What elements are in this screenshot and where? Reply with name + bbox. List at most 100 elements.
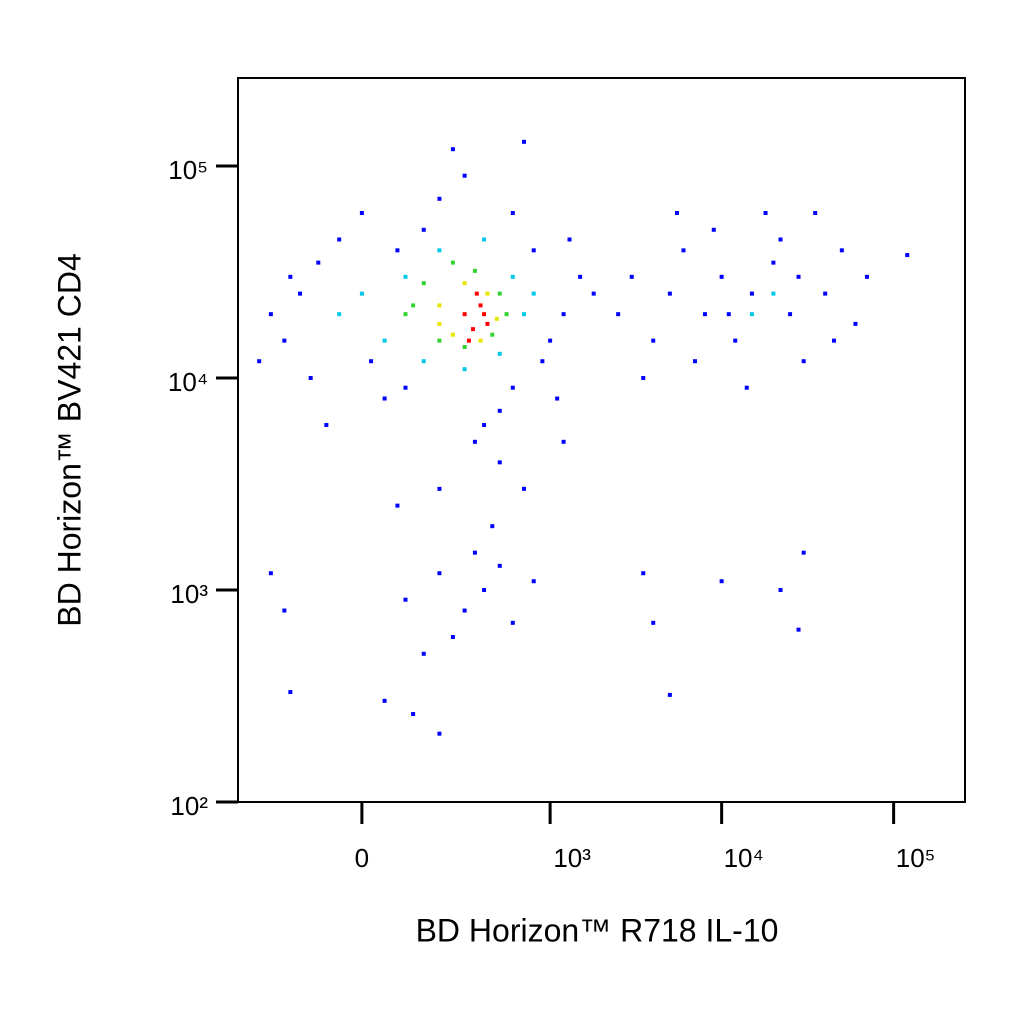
point	[778, 587, 783, 592]
x-tick-label: 10⁴	[724, 843, 764, 873]
point	[268, 312, 273, 317]
point	[395, 503, 400, 508]
point	[437, 248, 442, 253]
point	[651, 338, 656, 343]
point	[771, 260, 776, 265]
point	[778, 237, 783, 242]
point	[521, 486, 526, 491]
point	[472, 550, 477, 555]
point	[316, 260, 321, 265]
point	[531, 291, 536, 296]
point	[796, 274, 801, 279]
point	[462, 173, 467, 178]
point	[437, 731, 442, 736]
point	[719, 274, 724, 279]
point	[478, 338, 483, 343]
y-tick-label: 10³	[170, 579, 208, 609]
point	[337, 237, 342, 242]
point	[437, 571, 442, 576]
point	[651, 620, 656, 625]
point	[521, 312, 526, 317]
point	[395, 248, 400, 253]
point	[771, 291, 776, 296]
point	[853, 321, 858, 326]
point	[482, 312, 487, 317]
point	[702, 312, 707, 317]
x-tick-label: 0	[355, 843, 369, 873]
point	[485, 321, 490, 326]
point	[692, 359, 697, 364]
point	[421, 651, 426, 656]
y-tick-label: 10²	[170, 791, 208, 821]
point	[308, 375, 313, 380]
point	[749, 291, 754, 296]
point	[521, 139, 526, 144]
point	[482, 237, 487, 242]
point	[478, 303, 483, 308]
point	[510, 211, 515, 216]
point	[801, 359, 806, 364]
point	[531, 579, 536, 584]
point	[382, 338, 387, 343]
point	[540, 359, 545, 364]
point	[494, 316, 499, 321]
point	[555, 396, 560, 401]
point	[763, 211, 768, 216]
point	[749, 312, 754, 317]
point	[504, 312, 509, 317]
point	[421, 281, 426, 286]
point	[561, 439, 566, 444]
point	[472, 268, 477, 273]
point	[411, 712, 416, 717]
point	[864, 274, 869, 279]
point	[474, 291, 479, 296]
point	[282, 338, 287, 343]
point	[359, 291, 364, 296]
point	[561, 312, 566, 317]
point	[667, 692, 672, 697]
point	[823, 291, 828, 296]
point	[466, 338, 471, 343]
point	[282, 608, 287, 613]
point	[667, 291, 672, 296]
point	[462, 345, 467, 350]
point	[482, 587, 487, 592]
point	[437, 303, 442, 308]
point	[726, 312, 731, 317]
point	[497, 408, 502, 413]
point	[369, 359, 374, 364]
point	[359, 211, 364, 216]
point	[403, 312, 408, 317]
point	[591, 291, 596, 296]
point	[510, 385, 515, 390]
point	[485, 291, 490, 296]
point	[681, 248, 686, 253]
point	[437, 196, 442, 201]
y-tick-label: 10⁵	[168, 155, 208, 185]
point	[497, 291, 502, 296]
point	[548, 338, 553, 343]
point	[421, 227, 426, 232]
x-tick-label: 10⁵	[896, 843, 936, 873]
point	[403, 385, 408, 390]
point	[462, 608, 467, 613]
point	[531, 248, 536, 253]
point	[268, 571, 273, 576]
point	[497, 351, 502, 356]
point	[578, 274, 583, 279]
point	[641, 571, 646, 576]
point	[490, 332, 495, 337]
point	[324, 423, 329, 428]
point	[421, 359, 426, 364]
point	[288, 690, 293, 695]
y-axis-label: BD Horizon™ BV421 CD4	[51, 253, 87, 626]
point	[462, 312, 467, 317]
point	[733, 338, 738, 343]
point	[437, 338, 442, 343]
point	[796, 627, 801, 632]
y-tick-label: 10⁴	[168, 367, 208, 397]
point	[629, 274, 634, 279]
point	[403, 274, 408, 279]
point	[472, 439, 477, 444]
